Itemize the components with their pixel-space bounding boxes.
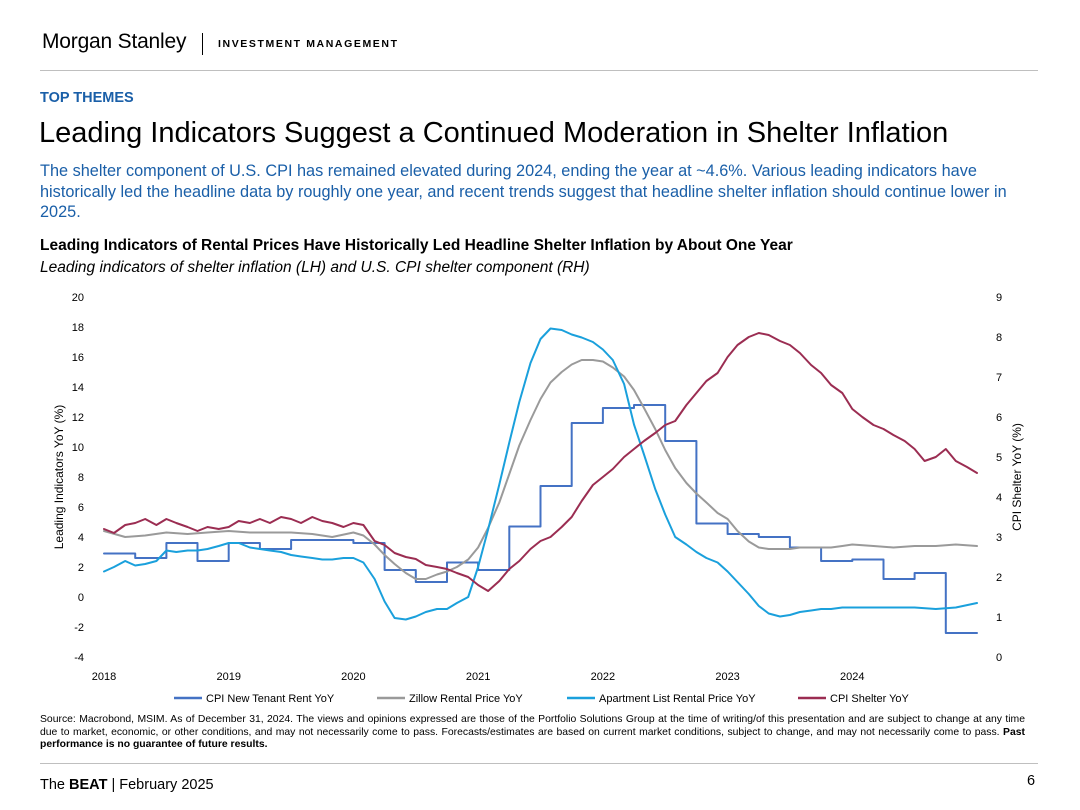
logo-divider [202,33,203,55]
footer-date: | February 2025 [111,777,214,793]
y-right-tick-label: 0 [996,652,1002,664]
y-left-tick-label: 0 [78,592,84,604]
header-rule [40,70,1038,71]
series-line-cpi-shelter-yoy [103,332,978,592]
series-line-zillow-rental-price-yoy [103,359,978,580]
y-right-tick-label: 6 [996,412,1002,424]
y-left-tick-label: 16 [72,352,84,364]
y-left-tick-label: 14 [72,382,84,394]
page-subtitle: The shelter component of U.S. CPI has re… [40,162,1007,221]
y-left-tick-label: -2 [74,622,84,634]
x-tick-label: 2018 [92,671,116,683]
y-right-axis-title: CPI Shelter YoY (%) [1010,423,1024,531]
x-tick-label: 2021 [466,671,490,683]
x-tick-label: 2022 [591,671,615,683]
y-left-tick-label: 4 [78,532,84,544]
y-left-axis-title: Leading Indicators YoY (%) [52,405,66,550]
y-left-tick-label: 12 [72,412,84,424]
x-tick-label: 2019 [216,671,240,683]
footer-brand: BEAT [69,777,108,793]
source-note: Source: Macrobond, MSIM. As of December … [40,714,1025,752]
x-tick-label: 2023 [715,671,739,683]
legend-label: Apartment List Rental Price YoY [599,693,756,705]
footer: The BEAT | February 2025 [40,777,214,793]
y-left-tick-label: 20 [72,292,84,304]
section-label: TOP THEMES [40,90,134,106]
chart-title: Leading Indicators of Rental Prices Have… [40,237,793,254]
page-title: Leading Indicators Suggest a Continued M… [39,117,949,149]
x-tick-label: 2024 [840,671,864,683]
source-text: Source: Macrobond, MSIM. As of December … [40,714,1025,738]
brand-division: INVESTMENT MANAGEMENT [218,38,399,50]
chart-subtitle: Leading indicators of shelter inflation … [40,259,590,276]
y-right-tick-label: 5 [996,452,1002,464]
y-right-tick-label: 1 [996,612,1002,624]
y-right-tick-label: 8 [996,332,1002,344]
y-right-tick-label: 3 [996,532,1002,544]
past-performance-disclaimer: Past performance is no guarantee of futu… [40,726,1025,751]
legend-label: CPI New Tenant Rent YoY [206,693,335,705]
y-right-tick-label: 4 [996,492,1002,504]
y-left-tick-label: 6 [78,502,84,514]
y-left-tick-label: -4 [74,652,84,664]
series-line-cpi-new-tenant-rent-yoy [103,404,978,634]
series-line-apartment-list-rental-price-yoy [103,327,978,621]
brand-logo: Morgan Stanley [42,30,187,53]
footer-prefix: The [40,777,65,793]
legend-label: CPI Shelter YoY [830,693,910,705]
y-right-tick-label: 9 [996,292,1002,304]
y-left-tick-label: 18 [72,322,84,334]
legend-label: Zillow Rental Price YoY [409,693,523,705]
x-tick-label: 2020 [341,671,365,683]
y-left-tick-label: 10 [72,442,84,454]
y-left-tick-label: 2 [78,562,84,574]
y-left-tick-label: 8 [78,472,84,484]
y-right-tick-label: 2 [996,572,1002,584]
y-right-tick-label: 7 [996,372,1002,384]
footer-rule [40,763,1038,764]
page-number: 6 [1027,773,1036,789]
